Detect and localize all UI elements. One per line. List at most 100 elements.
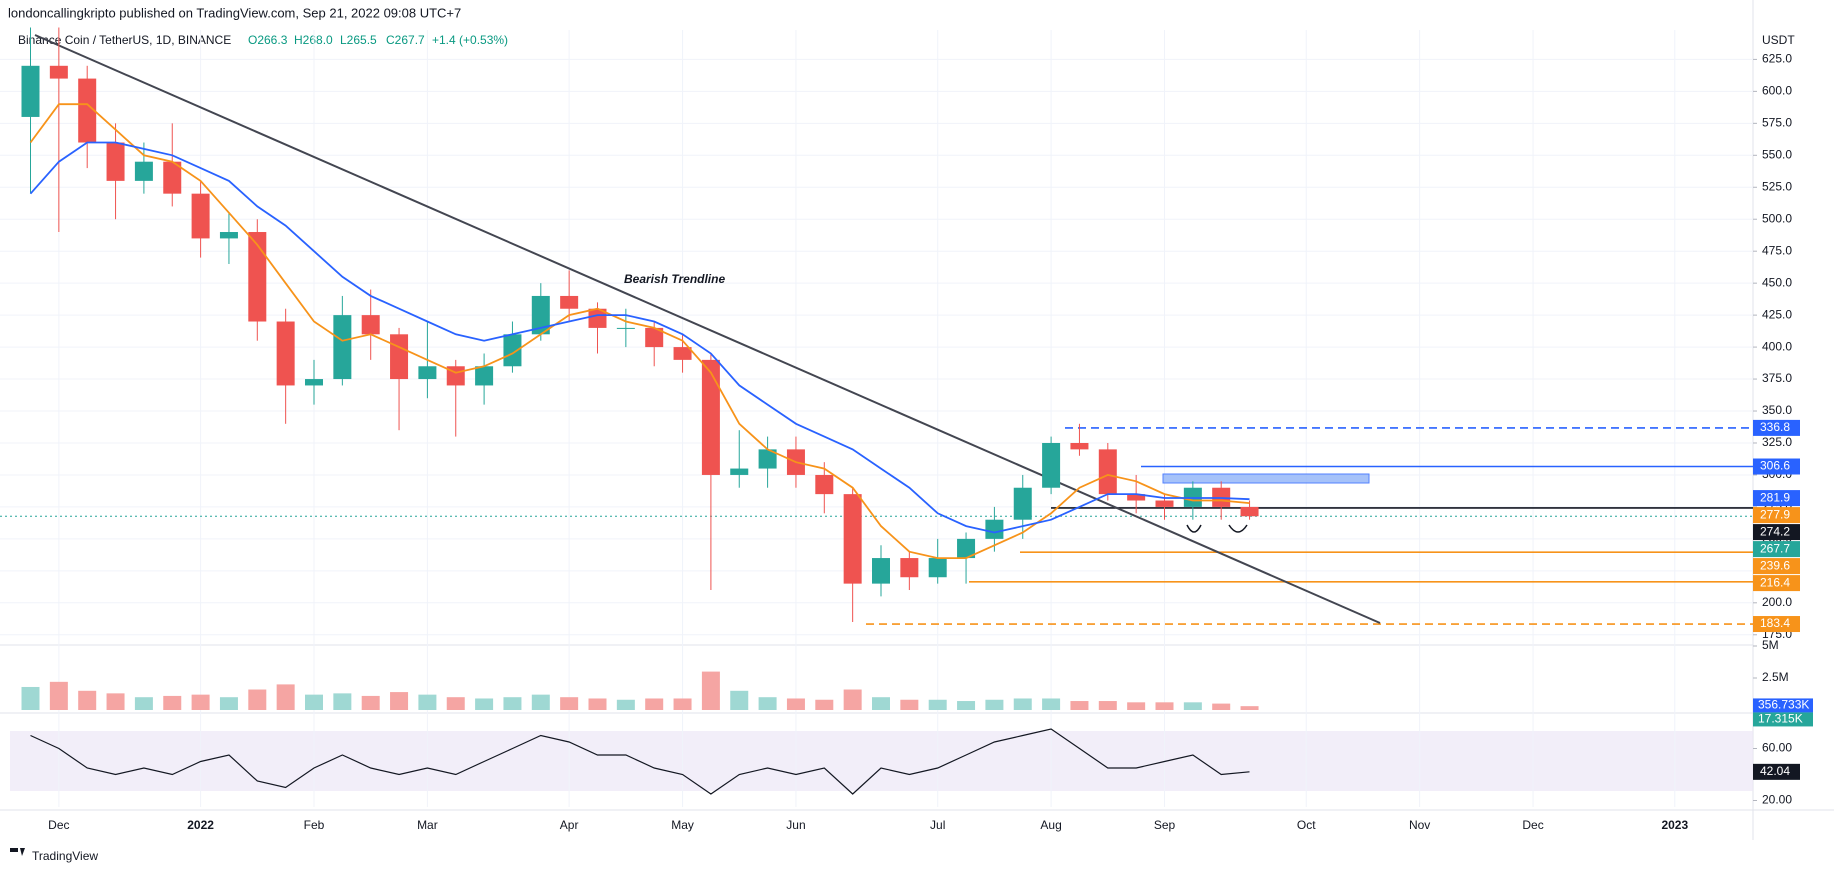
rsi-label-text: 42.04 (1760, 764, 1790, 778)
x-tick-label: Dec (48, 818, 69, 832)
indicator-line (29, 103, 1250, 559)
candle-body (333, 315, 352, 380)
volume-bar (503, 697, 522, 710)
x-tick-label: Jul (930, 818, 945, 832)
candle-body (219, 232, 238, 239)
candle-body (843, 494, 862, 584)
volume-label-text: 17.315K (1758, 712, 1803, 726)
volume-bar (1127, 702, 1146, 710)
candle-body (701, 359, 720, 475)
price-label-text: 183.4 (1760, 616, 1790, 630)
currency: USDT (1762, 33, 1795, 47)
y-tick-label: 450.0 (1762, 275, 1792, 289)
candle-body (1240, 506, 1259, 517)
volume-bar (758, 697, 777, 710)
candle-body (815, 474, 834, 495)
ohlc-value: O266.3 (248, 33, 288, 47)
volume-bar (78, 690, 97, 710)
price-label (1753, 458, 1800, 475)
y-tick-label: 350.0 (1762, 403, 1792, 417)
volume-bar (872, 697, 890, 710)
volume-bar (219, 697, 238, 710)
volume-bar (730, 690, 749, 710)
x-tick-label: Oct (1297, 818, 1316, 832)
volume-bar (531, 694, 550, 710)
indicator-line (29, 141, 1250, 534)
y-tick-label: 375.0 (1762, 371, 1792, 385)
y-tick-label: 60.00 (1762, 741, 1792, 755)
x-tick-label: Nov (1409, 818, 1430, 832)
price-label (1753, 419, 1800, 436)
volume-bar (673, 698, 692, 710)
resistance-box (1162, 473, 1370, 484)
candle-body (1042, 442, 1061, 488)
y-tick-label: 20.00 (1762, 793, 1792, 807)
candle-body (645, 327, 664, 348)
candle-body (191, 193, 210, 239)
x-tick-label: 2022 (187, 818, 214, 832)
candle-body (560, 295, 579, 309)
change: +1.4 (+0.53%) (432, 33, 508, 47)
price-label-text: 306.6 (1760, 459, 1790, 473)
volume-bar (305, 694, 323, 710)
candle-body (1070, 442, 1089, 450)
volume-bar (361, 695, 380, 710)
y-tick-label: 400.0 (1762, 339, 1792, 353)
candle-body (1013, 487, 1032, 520)
volume-bar (928, 699, 947, 710)
candle-body (1155, 500, 1174, 507)
price-label-text: 267.7 (1760, 541, 1790, 555)
volume-bar (1042, 698, 1061, 710)
volume-bar (815, 699, 834, 710)
volume-bar (560, 697, 579, 710)
price-label (1753, 558, 1800, 575)
ohlc-value: L265.5 (340, 33, 377, 47)
x-tick-label: May (671, 818, 694, 832)
rsi-label (1753, 763, 1800, 780)
volume-bar (191, 694, 210, 710)
candle-body (1127, 494, 1146, 501)
volume-bar (1098, 701, 1117, 710)
volume-bar (475, 698, 494, 710)
y-tick-label: 550.0 (1762, 147, 1792, 161)
volume-bar (616, 699, 635, 710)
footer: TradingView (32, 849, 98, 863)
price-label-text: 336.8 (1760, 420, 1790, 434)
y-tick-label: 325.0 (1762, 435, 1792, 449)
volume-bar (1013, 698, 1032, 710)
x-tick-label: Sep (1154, 818, 1176, 832)
rsi-band (10, 731, 1753, 791)
price-label (1753, 490, 1800, 507)
price-label (1753, 524, 1800, 541)
y-tick-label: 425.0 (1762, 307, 1792, 321)
candle-body (475, 366, 494, 386)
y-tick-label: 575.0 (1762, 116, 1792, 130)
candle-body (78, 78, 97, 143)
volume-bar (418, 694, 437, 710)
volume-label (1753, 712, 1813, 727)
price-label-text: 274.2 (1760, 524, 1790, 538)
y-tick-label: 5M (1762, 638, 1779, 652)
volume-bar (106, 693, 125, 710)
candle-body (673, 347, 692, 360)
y-tick-label: 500.0 (1762, 211, 1792, 225)
volume-bar (701, 671, 720, 710)
volume-bar (276, 684, 295, 710)
y-tick-label: 625.0 (1762, 52, 1792, 66)
volume-label (1753, 698, 1813, 713)
price-label (1753, 541, 1800, 558)
volume-bar (1240, 706, 1259, 710)
candle-body (900, 558, 919, 578)
volume-bar (1183, 702, 1202, 710)
ohlc-value: C267.7 (386, 33, 425, 47)
candle-body (305, 379, 323, 386)
volume-bar (21, 686, 40, 710)
volume-bar (786, 698, 805, 710)
x-tick-label: Feb (304, 818, 325, 832)
price-label-text: 281.9 (1760, 490, 1790, 504)
y-tick-label: 2.5M (1762, 670, 1789, 684)
candle-body (134, 161, 153, 181)
x-tick-label: Apr (560, 818, 579, 832)
candle-body (928, 558, 947, 578)
